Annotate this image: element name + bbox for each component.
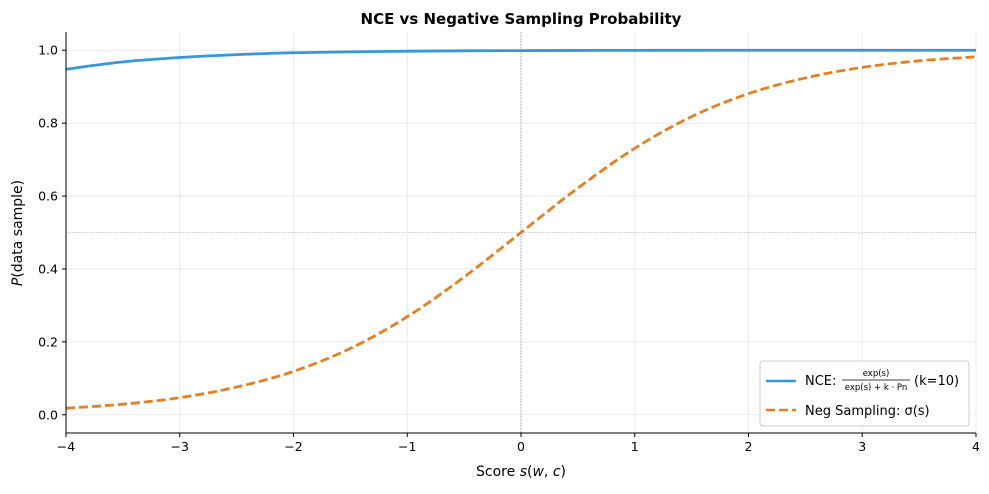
x-tick-label: −3 [171,439,189,454]
chart-title: NCE vs Negative Sampling Probability [361,10,682,28]
legend-label-nce-denominator: exp(s) + k · Pn [845,383,907,393]
x-tick-label: 1 [631,439,639,454]
legend-label-nce-numerator: exp(s) [863,369,890,379]
x-tick-label: −2 [284,439,302,454]
x-tick-label: −4 [57,439,75,454]
x-tick-label: 4 [972,439,980,454]
y-tick-label: 0.2 [38,334,58,349]
reference-lines [66,32,976,433]
legend-frame [759,360,970,427]
ticks: −4 −3 −2 −1 0 1 2 3 4 0.0 0.2 0.4 0.6 0.8 1.0 [38,43,980,454]
y-tick-label: 0.0 [38,407,58,422]
x-tick-label: 0 [517,439,525,454]
y-tick-label: 1.0 [38,43,58,58]
legend: NCE: exp(s) exp(s) + k · Pn (k=10) Neg S… [759,360,970,427]
x-tick-label: 2 [745,439,753,454]
series-line-neg-sampling [65,55,977,410]
y-tick-label: 0.4 [38,261,58,276]
series-group [65,48,977,410]
legend-label-nce-suffix: (k=10) [914,374,959,389]
legend-label-nce-prefix: NCE: [805,374,836,389]
y-axis-label: P(data sample) [10,180,26,286]
x-tick-label: 3 [858,439,866,454]
y-tick-label: 0.6 [38,189,58,204]
x-tick-label: −1 [398,439,416,454]
legend-label-neg-sampling: Neg Sampling: σ(s) [805,404,930,419]
series-line-nce [65,48,976,71]
x-axis-label: Score s(w, c) [476,464,566,480]
y-tick-label: 0.8 [38,116,58,131]
